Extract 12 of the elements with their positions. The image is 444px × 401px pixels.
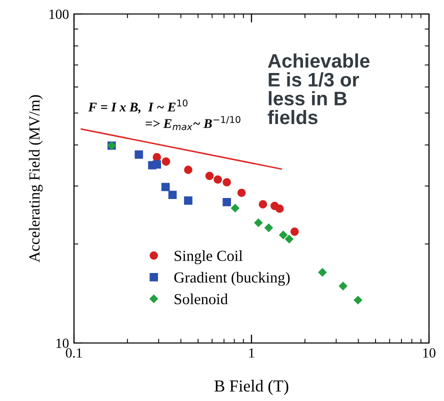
annotation: F = I x B, I ~ E$^{10}$	[88, 100, 188, 114]
x-tick-label: 1	[249, 348, 254, 358]
y-tick-label: 100	[50, 10, 69, 19]
x-tick-label: 10	[423, 348, 436, 358]
annotation: Achievable E is 1/3 or less in B fields	[268, 53, 370, 124]
x-axis-title: B Field (T)	[214, 380, 288, 396]
x-tick-label: 0.1	[66, 348, 82, 358]
y-axis-title: Accelerating Field (MV/m)	[28, 95, 43, 262]
legend-label: Gradient (bucking)	[174, 272, 290, 286]
legend-label: Single Coil	[174, 250, 243, 264]
legend-label: Solenoid	[174, 294, 228, 304]
annotation: => E$_{max}$~ B$^{−1/10}$	[146, 116, 240, 130]
